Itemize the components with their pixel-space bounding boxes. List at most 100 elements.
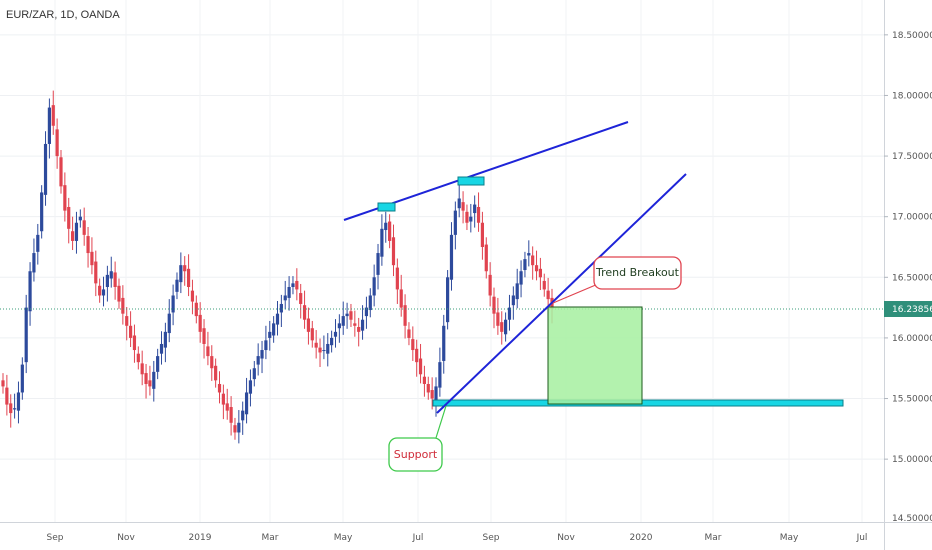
current-price-label: 16.23856 [892, 305, 932, 315]
candle-body [523, 259, 527, 271]
x-tick-label: 2019 [189, 533, 212, 543]
candle-body [531, 255, 535, 266]
candle-body [430, 390, 434, 399]
candle-body [16, 392, 21, 411]
candle-body [330, 337, 334, 346]
candle-body [372, 277, 376, 296]
candle-body [507, 307, 512, 320]
candle-body [51, 105, 55, 126]
candle-body [260, 350, 264, 359]
rising-trend-line [436, 173, 687, 414]
chart-grid [0, 0, 884, 522]
candle-body [190, 290, 195, 302]
candle-body [399, 289, 403, 308]
candles [1, 90, 554, 444]
candle-body [391, 237, 396, 266]
candle-body [279, 303, 283, 313]
x-tick-label: May [334, 533, 353, 543]
candle-body [272, 323, 276, 336]
candle-body [20, 364, 24, 393]
breakout-pointer [552, 283, 599, 304]
candle-body [337, 323, 341, 329]
candle-body [403, 305, 407, 326]
candle-body [244, 392, 249, 415]
candle-body [446, 277, 450, 323]
candle-body [295, 280, 299, 290]
x-tick-label: May [780, 533, 799, 543]
candle-body [183, 265, 187, 272]
candle-body [113, 272, 117, 287]
support-pointer [434, 405, 447, 442]
candle-body [136, 353, 140, 363]
candle-body [357, 327, 361, 332]
candle-body [360, 319, 365, 331]
candle-body [368, 295, 372, 311]
candle-body [210, 356, 214, 369]
breakout-callout-text: Trend Breakout [595, 266, 680, 279]
candle-body [310, 328, 314, 341]
candle-body [442, 325, 446, 361]
y-tick-label: 15.50000 [892, 395, 932, 405]
candle-body [55, 129, 59, 157]
candle-body [229, 407, 233, 423]
x-tick-label: Sep [483, 533, 500, 543]
candle-body [28, 271, 32, 312]
candle-body [457, 198, 461, 209]
candle-body [167, 313, 171, 334]
candle-body [496, 312, 500, 326]
candle-body [70, 231, 75, 241]
candle-body [538, 268, 543, 278]
candle-body [82, 220, 86, 235]
candle-body [198, 314, 202, 332]
candle-body [1, 380, 5, 387]
y-tick-label: 17.50000 [892, 152, 932, 162]
candle-body [144, 373, 148, 384]
candle-body [345, 313, 349, 317]
chart-symbol-title: EUR/ZAR, 1D, OANDA [6, 9, 120, 21]
support-callout [388, 437, 443, 472]
x-tick-label: Sep [47, 533, 64, 543]
chart-drawings[interactable]: Trend Breakout Support [0, 121, 884, 472]
candle-body [302, 305, 307, 320]
candle-body [117, 285, 121, 302]
candle-body [407, 329, 411, 338]
candle-body [47, 107, 51, 144]
candle-body [74, 222, 79, 241]
candle-body [376, 253, 380, 275]
candle-body [411, 339, 415, 351]
candle-body [318, 347, 322, 353]
candle-body [546, 290, 550, 300]
candle-body [86, 236, 90, 254]
candle-body [480, 222, 485, 247]
candle-body [132, 335, 137, 351]
candle-body [179, 265, 183, 283]
candle-body [384, 222, 388, 231]
candle-body [98, 285, 102, 296]
x-tick-label: Nov [117, 533, 135, 543]
candle-body [186, 268, 191, 287]
x-tick-label: Mar [705, 533, 722, 543]
candle-body [206, 346, 210, 357]
candle-body [175, 279, 179, 292]
x-tick-label: 2020 [630, 533, 653, 543]
candle-body [36, 234, 40, 252]
peak-marker [377, 202, 396, 212]
candle-body [43, 143, 48, 195]
candle-body [78, 216, 82, 221]
candle-body [109, 271, 113, 279]
candle-body [283, 295, 287, 301]
candle-body [128, 325, 133, 338]
candle-body [159, 343, 164, 354]
candle-body [527, 253, 531, 256]
candle-body [233, 425, 237, 433]
candle-body [484, 244, 488, 272]
candle-body [500, 322, 504, 332]
x-tick-label: Nov [557, 533, 575, 543]
candle-body [511, 295, 515, 306]
candle-body [9, 403, 13, 414]
candle-body [241, 410, 245, 421]
candle-body [90, 251, 94, 266]
candle-body [248, 380, 253, 394]
